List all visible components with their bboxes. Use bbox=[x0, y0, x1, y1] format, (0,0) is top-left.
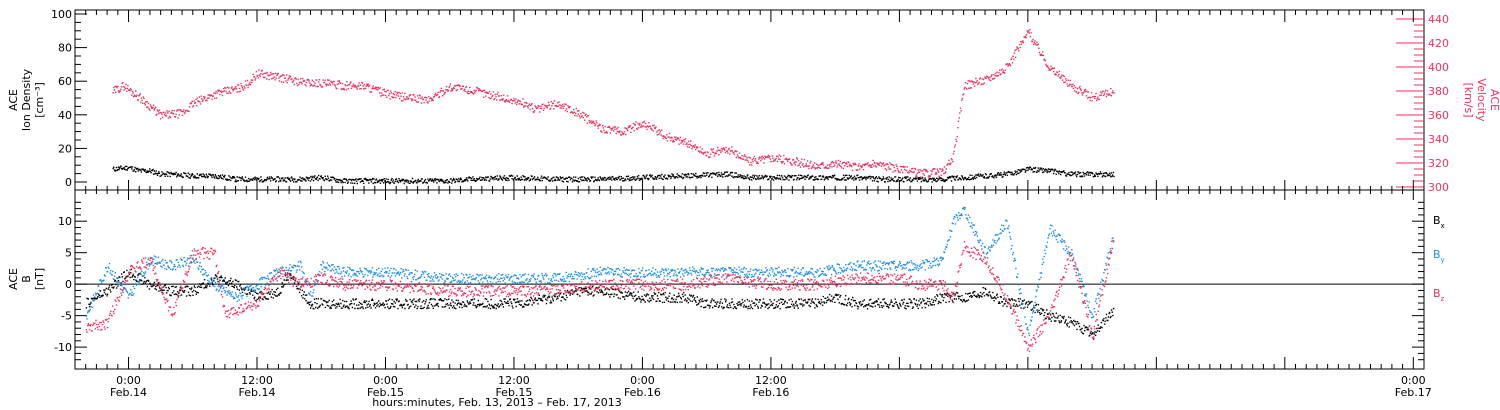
x-tick-date-label: Feb.14 bbox=[239, 386, 276, 399]
time-axis: 0:00Feb.1412:00Feb.140:00Feb.1512:00Feb.… bbox=[74, 10, 1432, 399]
y-tick-label-velocity: 360 bbox=[1428, 109, 1449, 122]
x-tick-time-label: 0:00 bbox=[630, 374, 655, 387]
field-axis-title-line: [nT] bbox=[33, 268, 46, 290]
y-tick-label-velocity: 420 bbox=[1428, 37, 1449, 50]
legend-Bz: Bz bbox=[1433, 287, 1445, 303]
legend-subscript: y bbox=[1441, 256, 1445, 264]
y-tick-label-density: 80 bbox=[58, 42, 72, 55]
x-tick-date-label: Feb.16 bbox=[624, 386, 661, 399]
y-tick-label-field: -10 bbox=[54, 341, 72, 354]
density-axis-title-line: Ion Density bbox=[20, 68, 33, 131]
y-tick-label-velocity: 320 bbox=[1428, 157, 1449, 170]
x-tick-time-label: 12:00 bbox=[498, 374, 530, 387]
density-axis-title-line: [cm⁻³] bbox=[33, 82, 46, 118]
y-tick-label-field: 0 bbox=[65, 278, 72, 291]
x-tick-date-label: Feb.17 bbox=[1395, 386, 1432, 399]
density-axis-title-line: ACE bbox=[7, 89, 20, 111]
y-tick-label-density: 100 bbox=[51, 8, 72, 21]
x-tick-date-label: Feb.15 bbox=[495, 386, 532, 399]
x-tick-time-label: 0:00 bbox=[1401, 374, 1426, 387]
y-tick-label-velocity: 340 bbox=[1428, 133, 1449, 146]
velocity-axis-title: ACEVelocity[km/s] bbox=[1462, 78, 1500, 122]
y-tick-label-density: 40 bbox=[58, 109, 72, 122]
field-axis-title-line: B bbox=[20, 275, 33, 283]
x-tick-time-label: 0:00 bbox=[116, 374, 141, 387]
velocity-axis-title-line: Velocity bbox=[1475, 78, 1488, 122]
x-tick-date-label: Feb.16 bbox=[752, 386, 789, 399]
y-tick-label-density: 60 bbox=[58, 75, 72, 88]
velocity-axis-title-line: [km/s] bbox=[1462, 82, 1475, 117]
legend-subscript: x bbox=[1441, 222, 1445, 230]
y-tick-label-velocity: 440 bbox=[1428, 13, 1449, 26]
legend-By: By bbox=[1433, 248, 1445, 264]
y-tick-label-velocity: 300 bbox=[1428, 181, 1449, 194]
x-axis-title: hours:minutes, Feb. 13, 2013 – Feb. 17, … bbox=[372, 396, 622, 409]
y-tick-label-velocity: 400 bbox=[1428, 61, 1449, 74]
x-tick-time-label: 12:00 bbox=[755, 374, 787, 387]
x-tick-time-label: 12:00 bbox=[241, 374, 273, 387]
legend-Bx: Bx bbox=[1433, 214, 1445, 230]
y-tick-label-density: 20 bbox=[58, 142, 72, 155]
field-axis-title: ACEB[nT] bbox=[7, 268, 46, 290]
velocity-axis-title-line: ACE bbox=[1488, 89, 1500, 111]
y-tick-label-field: 10 bbox=[58, 215, 72, 228]
legend-subscript: z bbox=[1441, 295, 1445, 303]
density-axis-title: ACEIon Density[cm⁻³] bbox=[7, 68, 46, 131]
x-tick-date-label: Feb.14 bbox=[110, 386, 147, 399]
y-tick-label-velocity: 380 bbox=[1428, 85, 1449, 98]
field-axis-title-line: ACE bbox=[7, 268, 20, 290]
y-tick-label-field: -5 bbox=[61, 310, 72, 323]
y-tick-label-field: 5 bbox=[65, 247, 72, 260]
x-tick-date-label: Feb.15 bbox=[367, 386, 404, 399]
density-velocity-panel: 020406080100300320340360380400420440ACEI… bbox=[7, 8, 1500, 194]
x-tick-time-label: 0:00 bbox=[373, 374, 398, 387]
y-tick-label-density: 0 bbox=[65, 176, 72, 189]
